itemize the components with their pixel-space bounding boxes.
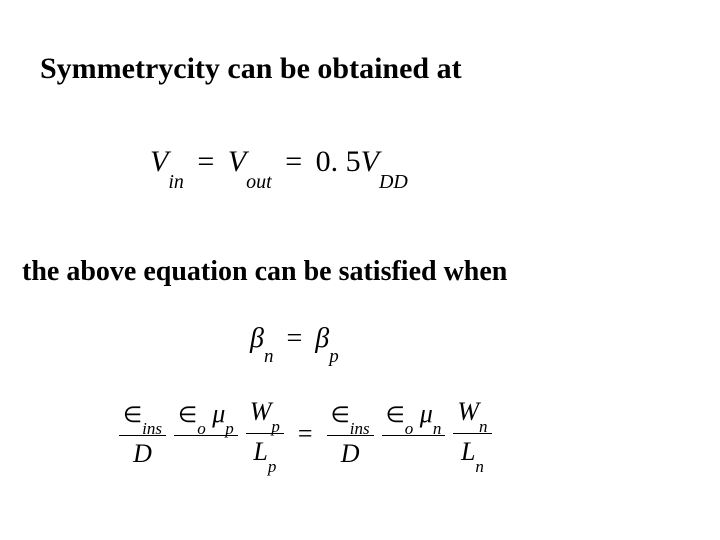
sub-L-n: n [475,457,484,476]
beta-n-sym: β [250,323,264,354]
sub-L-p: p [268,457,277,476]
heading-symmetry: Symmetrycity can be obtained at [40,52,462,86]
heading-satisfied: the above equation can be satisfied when [22,256,507,288]
den-D-2: D [337,437,364,471]
sub-o-2: o [405,419,414,438]
equals-2: = [279,145,308,178]
slide: Symmetrycity can be obtained at Vin = Vo… [0,0,720,540]
sub-out: out [246,171,272,193]
coef-05: 0. 5 [316,145,361,178]
sub-ins-1: ins [142,419,162,438]
L-n: L [461,437,475,466]
elem-2: ∈ [178,402,197,427]
beta-p-sym: β [315,323,329,354]
sub-W-p: p [271,417,280,436]
frac-eps-ins-D-right: ∈ins D [327,397,374,471]
var-V1: V [150,145,168,178]
frac-eps-o-mu-p: ∈o μp [174,397,238,471]
sub-o-1: o [197,419,206,438]
equals-frac: = [288,419,323,449]
equation-beta: βn = βp [250,323,339,360]
sub-beta-n: n [264,346,274,367]
sub-in: in [168,171,184,193]
sub-mu-p: p [225,419,234,438]
mu-2: μ [420,399,433,428]
equation-vin-vout: Vin = Vout = 0. 5VDD [150,145,408,184]
mu-1: μ [212,399,225,428]
den-D-1: D [129,437,156,471]
W-n: W [457,397,479,426]
W-p: W [250,397,272,426]
elem-1: ∈ [123,402,142,427]
sub-DD: DD [379,171,408,193]
frac-eps-o-mu-n: ∈o μn [382,397,446,471]
var-V2: V [228,145,246,178]
elem-4: ∈ [386,402,405,427]
frac-eps-ins-D-left: ∈ins D [119,397,166,471]
frac-Wn-Ln: Wn Ln [453,395,491,473]
var-V3: V [361,145,379,178]
equation-fraction: ∈ins D ∈o μp Wp Lp = ∈ins D ∈o [115,395,615,473]
sub-ins-2: ins [350,419,370,438]
sub-mu-n: n [433,419,442,438]
L-p: L [253,437,267,466]
equals-1: = [191,145,220,178]
elem-3: ∈ [331,402,350,427]
sub-beta-p: p [329,346,339,367]
equals-beta: = [280,323,308,354]
frac-Wp-Lp: Wp Lp [246,395,284,473]
sub-W-n: n [479,417,488,436]
